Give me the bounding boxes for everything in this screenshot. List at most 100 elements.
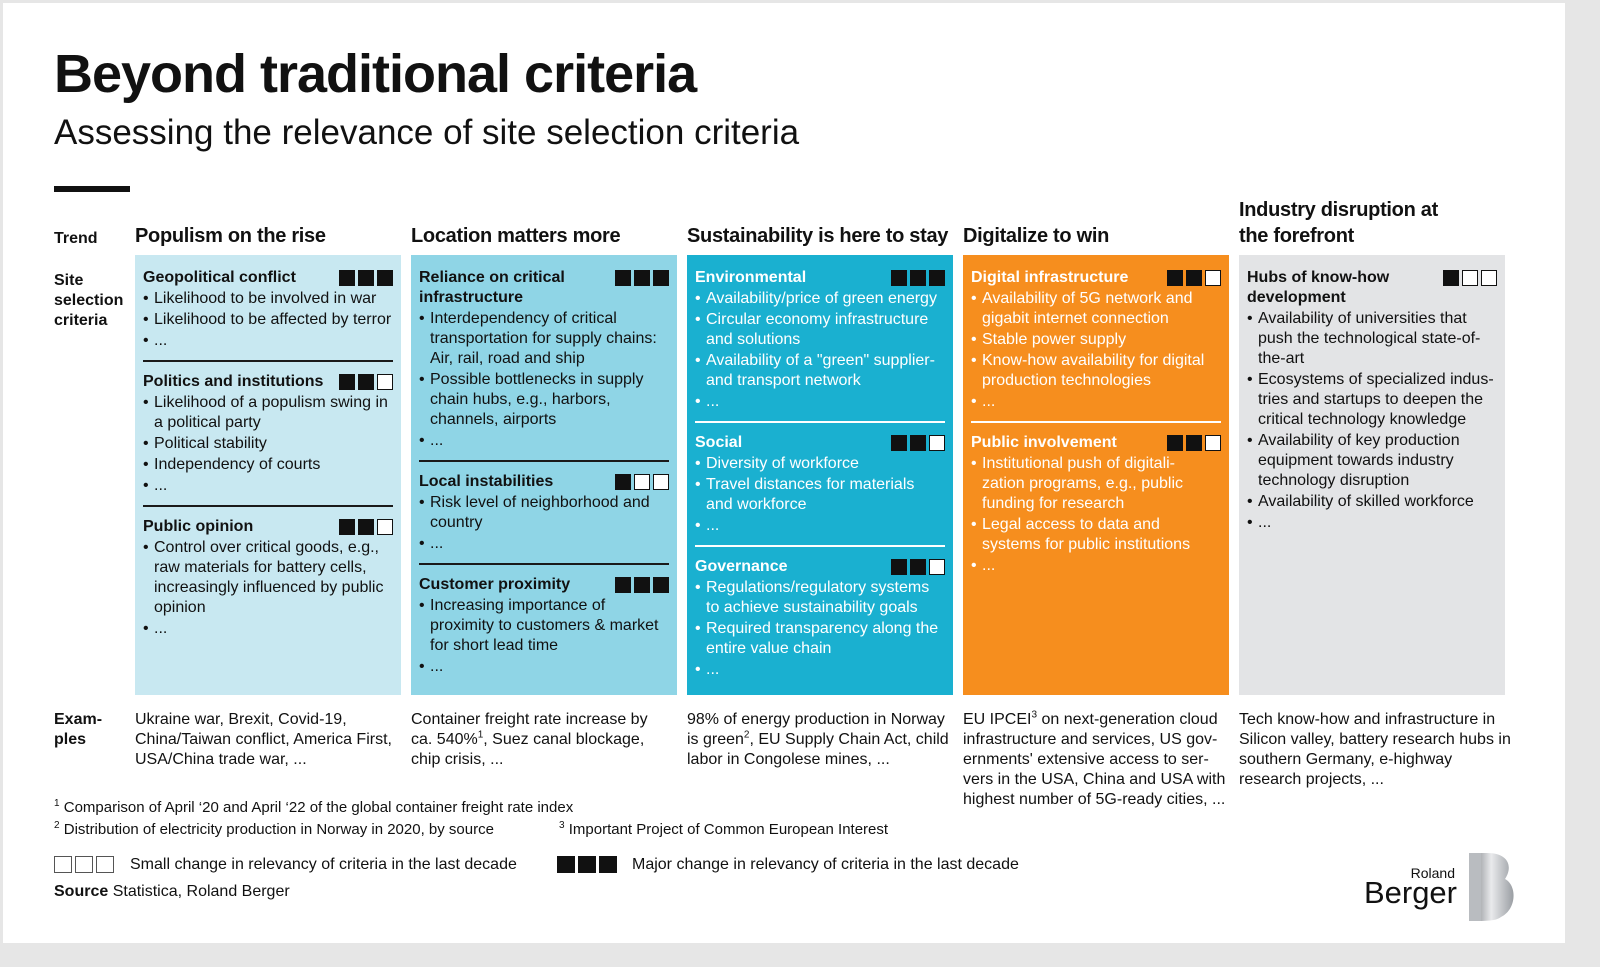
relevance-square-filled (578, 856, 596, 873)
relevance-square-filled (358, 270, 374, 286)
criterion-item: ... (419, 657, 669, 677)
footnote-ref: 1 (477, 729, 484, 741)
criterion-block: Politics and institutions Likelihood of … (143, 360, 393, 496)
relevance-square-filled (910, 435, 926, 451)
relevance-square-filled (653, 577, 669, 593)
relevance-square-filled (910, 270, 926, 286)
relevance-indicator (615, 474, 669, 490)
relevance-indicator (1167, 270, 1221, 286)
relevance-square-empty (1462, 270, 1478, 286)
criterion-item: Increasing importance of proximity to cu… (419, 596, 669, 656)
source-line: Source Statistica, Roland Berger (54, 883, 290, 900)
relevance-indicator (339, 374, 393, 390)
relevance-square-filled (929, 270, 945, 286)
criterion-item: Ecosystems of specialized indus- tries a… (1247, 370, 1497, 430)
title-rule (54, 186, 130, 192)
example-text: EU IPCEI (963, 711, 1032, 728)
relevance-square-filled (1167, 435, 1183, 451)
criterion-item: Regulations/regulatory systems to achiev… (695, 578, 945, 618)
criterion-item: Independency of courts (143, 455, 393, 475)
criterion-item: ... (419, 534, 669, 554)
relevance-square-filled (557, 856, 575, 873)
criterion-block: Public involvement Institutional push of… (971, 421, 1221, 576)
criterion-item: Stable power supply (971, 330, 1221, 350)
relevance-square-empty (96, 856, 114, 873)
criterion-title: Hubs of know-how development (1247, 269, 1390, 306)
criterion-item: Control over critical goods, e.g., raw m… (143, 538, 393, 618)
relevance-square-filled (339, 519, 355, 535)
legend-small-label: Small change in relevancy of criteria in… (130, 856, 517, 873)
criterion-item: Possible bottlenecks in supply chain hub… (419, 370, 669, 430)
criterion-title: Politics and institutions (143, 373, 324, 390)
relevance-square-empty (377, 519, 393, 535)
relevance-square-empty (377, 374, 393, 390)
relevance-square-filled (377, 270, 393, 286)
relevance-square-filled (910, 559, 926, 575)
trend-title-digitalize: Digitalize to win (963, 225, 1110, 247)
criterion-item: ... (971, 556, 1221, 576)
criterion-block: Environmental Availability/price of gree… (695, 268, 945, 412)
criterion-title: Environmental (695, 269, 807, 286)
relevance-square-empty (929, 559, 945, 575)
criterion-item: ... (695, 516, 945, 536)
criterion-item: Political stability (143, 434, 393, 454)
criterion-block: Digital infrastructure Availability of 5… (971, 268, 1221, 412)
trend-title-sustainability: Sustainability is here to stay (687, 225, 949, 247)
footnote-1: 1 Comparison of April ‘20 and April ‘22 … (54, 798, 574, 817)
relevance-square-filled (1186, 270, 1202, 286)
criteria-column-location: Reliance on critical infrastructure Inte… (411, 255, 677, 695)
criterion-item: Availability of 5G network and gigabit i… (971, 289, 1221, 329)
relevance-square-empty (1481, 270, 1497, 286)
criterion-item: ... (143, 331, 393, 351)
relevance-indicator (339, 519, 393, 535)
relevance-square-filled (634, 270, 650, 286)
example-location: Container freight rate increase by ca. 5… (411, 710, 673, 770)
legend-small-squares (54, 856, 114, 873)
criterion-title: Digital infrastructure (971, 269, 1129, 286)
criterion-block: Hubs of know-how development Availabilit… (1247, 268, 1497, 533)
relevance-square-filled (1443, 270, 1459, 286)
relevance-square-filled (358, 374, 374, 390)
page-title: Beyond traditional criteria (54, 44, 697, 104)
row-label-examples: Exam- ples (54, 711, 103, 748)
logo-roland: Roland (1410, 865, 1455, 881)
example-industry-disruption: Tech know-how and infrastructure in Sili… (1239, 711, 1511, 788)
relevance-square-empty (75, 856, 93, 873)
relevance-square-empty (54, 856, 72, 873)
criterion-block: Social Diversity of workforce Travel dis… (695, 421, 945, 536)
criterion-item: Interdependency of critical transportati… (419, 309, 669, 369)
criterion-item: Availability of universities that push t… (1247, 309, 1497, 369)
footnote-2: 2 Distribution of electricity production… (54, 820, 494, 839)
relevance-square-filled (1186, 435, 1202, 451)
relevance-indicator (1443, 270, 1497, 286)
relevance-square-empty (634, 474, 650, 490)
example-text: 98% of energy production in Norway is gr… (687, 711, 945, 748)
criterion-item: Required transparency along the entire v… (695, 619, 945, 659)
relevance-square-filled (615, 270, 631, 286)
criterion-item: Know-how availability for digital produc… (971, 351, 1221, 391)
example-text: on next-generation cloud infrastructure … (963, 711, 1226, 808)
example-text: , Suez canal blockage, chip crisis, ... (411, 731, 645, 768)
relevance-square-filled (653, 270, 669, 286)
example-text: Container freight rate increase by ca. 5… (411, 711, 648, 748)
legend-major-squares (557, 856, 617, 873)
relevance-square-empty (1205, 270, 1221, 286)
relevance-indicator (615, 577, 669, 593)
relevance-indicator (891, 270, 945, 286)
criterion-item: Likelihood to be involved in war (143, 289, 393, 309)
relevance-square-empty (929, 435, 945, 451)
criterion-item: ... (1247, 513, 1497, 533)
criterion-title: Governance (695, 558, 788, 575)
relevance-indicator (339, 270, 393, 286)
criterion-item: Likelihood of a populism swing in a poli… (143, 393, 393, 433)
relevance-square-filled (339, 374, 355, 390)
criterion-item: Likelihood to be affected by terror (143, 310, 393, 330)
criterion-title: Customer proximity (419, 576, 571, 593)
criterion-item: ... (419, 431, 669, 451)
criterion-item: ... (143, 476, 393, 496)
criterion-title: Geopolitical conflict (143, 269, 296, 286)
row-label-trend: Trend (54, 230, 98, 247)
criterion-item: ... (695, 392, 945, 412)
criterion-item: Availability of key production equipment… (1247, 431, 1497, 491)
criterion-block: Geopolitical conflict Likelihood to be i… (143, 268, 393, 351)
